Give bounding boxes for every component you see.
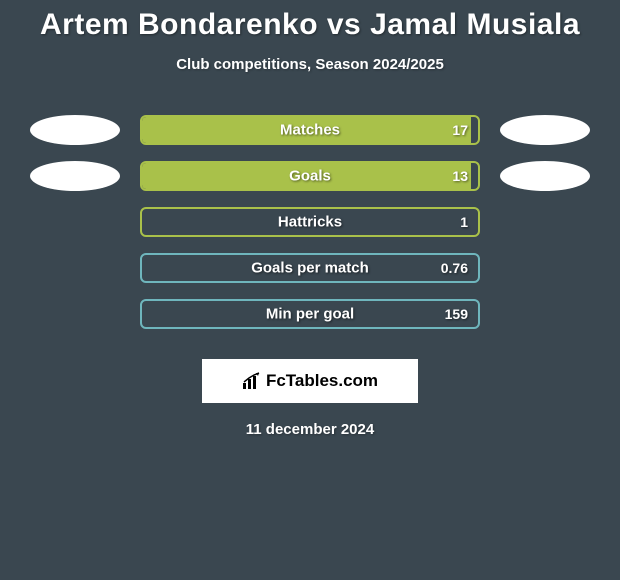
bar-outer: Goals 13	[140, 161, 480, 191]
brand-name: FcTables.com	[266, 371, 378, 391]
stat-bar: Goals per match 0.76	[140, 253, 480, 283]
bar-value: 17	[452, 122, 468, 138]
player-oval-right	[500, 161, 590, 191]
bar-outer: Matches 17	[140, 115, 480, 145]
bar-value: 1	[460, 214, 468, 230]
bar-value: 13	[452, 168, 468, 184]
oval-placeholder	[500, 299, 590, 329]
bar-outer: Hattricks 1	[140, 207, 480, 237]
player-oval-left	[30, 161, 120, 191]
oval-placeholder	[30, 253, 120, 283]
comparison-chart: Artem Bondarenko vs Jamal Musiala Club c…	[0, 0, 620, 438]
stat-row: Goals per match 0.76	[0, 253, 620, 283]
stat-bar: Matches 17	[140, 115, 480, 145]
bar-value: 159	[445, 306, 468, 322]
chart-icon	[242, 372, 262, 390]
stat-bar: Goals 13	[140, 161, 480, 191]
stat-row: Matches 17	[0, 115, 620, 145]
oval-placeholder	[30, 299, 120, 329]
stat-bar: Hattricks 1	[140, 207, 480, 237]
oval-placeholder	[500, 207, 590, 237]
bar-outer: Min per goal 159	[140, 299, 480, 329]
bar-label: Goals per match	[251, 260, 369, 277]
stat-bar: Min per goal 159	[140, 299, 480, 329]
subtitle: Club competitions, Season 2024/2025	[0, 56, 620, 73]
page-title: Artem Bondarenko vs Jamal Musiala	[0, 8, 620, 42]
player-oval-right	[500, 115, 590, 145]
bar-label: Hattricks	[278, 214, 342, 231]
brand-logo[interactable]: FcTables.com	[202, 359, 418, 403]
stat-row: Min per goal 159	[0, 299, 620, 329]
bars-area: Matches 17 Goals 13 Hattricks 1 Goals per matc…	[0, 115, 620, 329]
oval-placeholder	[500, 253, 590, 283]
oval-placeholder	[30, 207, 120, 237]
brand-logo-text: FcTables.com	[242, 371, 378, 391]
bar-label: Goals	[289, 168, 331, 185]
bar-label: Min per goal	[266, 306, 354, 323]
stat-row: Goals 13	[0, 161, 620, 191]
player-oval-left	[30, 115, 120, 145]
bar-label: Matches	[280, 122, 340, 139]
date-text: 11 december 2024	[0, 421, 620, 438]
bar-value: 0.76	[441, 260, 468, 276]
bar-outer: Goals per match 0.76	[140, 253, 480, 283]
stat-row: Hattricks 1	[0, 207, 620, 237]
